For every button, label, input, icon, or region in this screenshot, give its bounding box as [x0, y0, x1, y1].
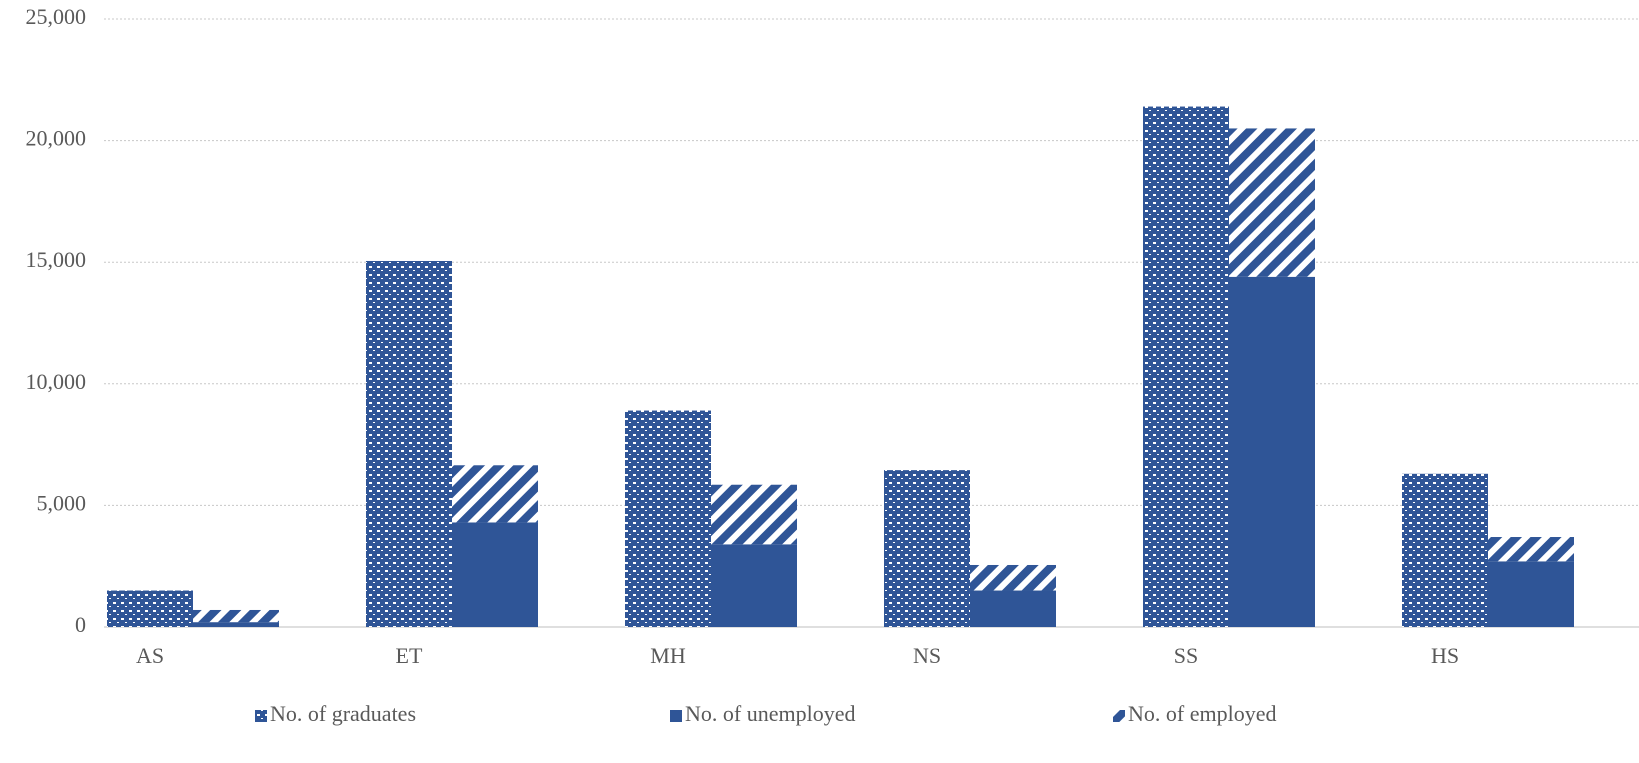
- x-tick-label: HS: [1431, 643, 1459, 668]
- bar: [625, 410, 711, 627]
- bar: [366, 260, 452, 627]
- bar: [970, 590, 1056, 627]
- bar: [884, 470, 970, 627]
- x-tick-label: ET: [396, 643, 423, 668]
- bar: [1488, 537, 1574, 562]
- bar: [1402, 473, 1488, 627]
- x-tick-label: AS: [136, 643, 164, 668]
- y-tick-label: 5,000: [37, 490, 87, 515]
- bar: [452, 522, 538, 627]
- y-tick-label: 20,000: [26, 126, 87, 151]
- legend-label: No. of graduates: [270, 701, 416, 726]
- legend-label: No. of employed: [1128, 701, 1276, 726]
- bar: [1143, 106, 1229, 627]
- y-tick-label: 10,000: [26, 369, 87, 394]
- legend-swatch: [670, 710, 682, 722]
- bar: [970, 564, 1056, 591]
- x-tick-label: MH: [650, 643, 686, 668]
- x-tick-label: SS: [1174, 643, 1198, 668]
- bar: [452, 465, 538, 523]
- x-tick-label: NS: [913, 643, 941, 668]
- bar: [193, 609, 279, 623]
- bar: [193, 622, 279, 627]
- bar: [1229, 276, 1315, 627]
- legend-swatch: [1113, 710, 1125, 722]
- bar: [711, 484, 797, 545]
- bar: [1488, 561, 1574, 627]
- y-tick-label: 0: [75, 612, 86, 637]
- bar: [1229, 128, 1315, 277]
- legend-label: No. of unemployed: [685, 701, 855, 726]
- y-tick-label: 15,000: [26, 247, 87, 272]
- legend-swatch: [255, 710, 267, 722]
- bar: [107, 590, 193, 627]
- bar: [711, 544, 797, 627]
- y-tick-label: 25,000: [26, 4, 87, 29]
